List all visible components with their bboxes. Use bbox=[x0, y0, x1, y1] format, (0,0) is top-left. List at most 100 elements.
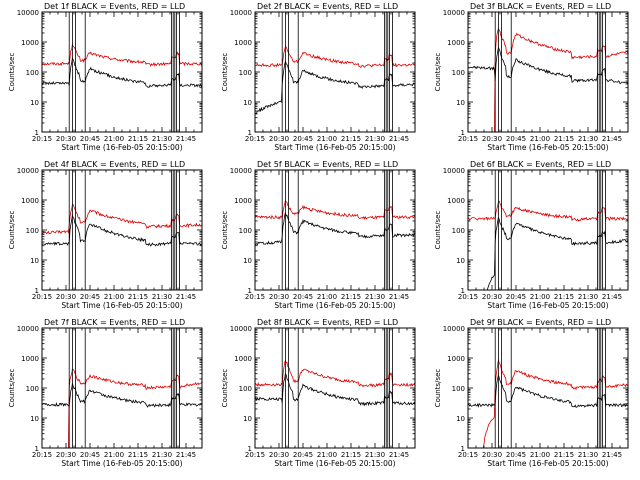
y-tick-label: 100 bbox=[452, 385, 465, 393]
y-tick-label: 1000 bbox=[21, 39, 39, 47]
y-tick-label: 1000 bbox=[21, 197, 39, 205]
chart-panel-3: 1 10 100 1000 10000 20:15 20:30 20:45 21:00 21:15… bbox=[434, 2, 629, 152]
x-tick-label: 21:45 bbox=[389, 135, 409, 143]
chart-panel-6: 1 10 100 1000 10000 20:15 20:30 20:45 21:00 21:15… bbox=[434, 160, 629, 310]
x-tick-label: 21:45 bbox=[176, 135, 196, 143]
y-tick-label: 1 bbox=[248, 287, 252, 295]
x-tick-label: 21:30 bbox=[578, 293, 598, 301]
x-tick-label: 21:15 bbox=[341, 451, 361, 459]
y-tick-label: 10 bbox=[30, 257, 39, 265]
y-tick-label: 1 bbox=[35, 129, 39, 137]
y-tick-label: 10 bbox=[243, 99, 252, 107]
y-tick-label: 100 bbox=[239, 385, 252, 393]
x-tick-label: 21:45 bbox=[602, 135, 622, 143]
y-tick-label: 10000 bbox=[443, 167, 465, 175]
panel-title: Det 6f BLACK = Events, RED = LLD bbox=[470, 160, 611, 169]
x-tick-label: 20:15 bbox=[32, 135, 52, 143]
y-tick-label: 1 bbox=[248, 445, 252, 453]
y-axis-label: Counts/sec bbox=[434, 369, 442, 408]
plot-frame bbox=[41, 327, 203, 449]
x-tick-label: 21:30 bbox=[578, 135, 598, 143]
x-tick-label: 20:15 bbox=[458, 135, 478, 143]
lld-series-line bbox=[254, 359, 416, 388]
x-tick-label: 21:15 bbox=[128, 293, 148, 301]
y-tick-label: 1 bbox=[35, 445, 39, 453]
lld-series-line bbox=[42, 368, 203, 449]
x-tick-label: 21:00 bbox=[530, 293, 550, 301]
chart-panel-9: 1 10 100 1000 10000 20:15 20:30 20:45 21:00 21:15… bbox=[434, 318, 629, 468]
y-tick-label: 100 bbox=[26, 69, 39, 77]
x-tick-label: 21:30 bbox=[365, 135, 385, 143]
x-tick-label: 20:45 bbox=[506, 451, 526, 459]
y-axis-label: Counts/sec bbox=[221, 369, 229, 408]
y-tick-label: 10000 bbox=[17, 9, 39, 17]
x-tick-label: 20:45 bbox=[293, 135, 313, 143]
x-tick-label: 21:30 bbox=[365, 293, 385, 301]
x-axis-label: Start Time (16-Feb-05 20:15:00) bbox=[487, 301, 608, 310]
panel-title: Det 5f BLACK = Events, RED = LLD bbox=[257, 160, 398, 169]
events-series-line bbox=[255, 372, 416, 407]
x-tick-label: 21:30 bbox=[152, 451, 172, 459]
x-axis-label: Start Time (16-Feb-05 20:15:00) bbox=[61, 143, 182, 152]
plot-frame bbox=[467, 327, 629, 449]
panel-title: Det 1f BLACK = Events, RED = LLD bbox=[44, 2, 185, 11]
x-tick-label: 21:15 bbox=[128, 135, 148, 143]
y-tick-label: 10000 bbox=[443, 9, 465, 17]
events-series-line bbox=[41, 56, 203, 88]
x-axis-label: Start Time (16-Feb-05 20:15:00) bbox=[487, 459, 608, 468]
y-tick-label: 1 bbox=[461, 129, 465, 137]
x-tick-label: 21:15 bbox=[554, 451, 574, 459]
panel-title: Det 2f BLACK = Events, RED = LLD bbox=[257, 2, 398, 11]
y-tick-label: 1000 bbox=[234, 355, 252, 363]
y-tick-label: 1000 bbox=[447, 39, 465, 47]
y-tick-label: 10 bbox=[243, 257, 252, 265]
y-tick-label: 10 bbox=[456, 415, 465, 423]
panel-title: Det 9f BLACK = Events, RED = LLD bbox=[470, 318, 611, 327]
lld-series-line bbox=[468, 359, 629, 449]
x-tick-label: 21:00 bbox=[317, 135, 337, 143]
x-tick-label: 20:15 bbox=[245, 451, 265, 459]
plot-frame bbox=[254, 327, 416, 449]
y-tick-label: 1000 bbox=[447, 197, 465, 205]
x-tick-label: 21:45 bbox=[176, 451, 196, 459]
x-tick-label: 21:15 bbox=[341, 135, 361, 143]
x-tick-label: 20:30 bbox=[482, 293, 502, 301]
x-tick-label: 20:45 bbox=[80, 451, 100, 459]
x-tick-label: 20:30 bbox=[56, 135, 76, 143]
y-axis-label: Counts/sec bbox=[434, 211, 442, 250]
x-tick-label: 20:15 bbox=[458, 293, 478, 301]
y-tick-label: 1 bbox=[461, 287, 465, 295]
y-tick-label: 10 bbox=[243, 415, 252, 423]
chart-panel-2: 1 10 100 1000 10000 20:15 20:30 20:45 21:00 21:15… bbox=[221, 2, 416, 152]
y-axis-label: Counts/sec bbox=[8, 369, 16, 408]
panel-title: Det 8f BLACK = Events, RED = LLD bbox=[257, 318, 398, 327]
y-tick-label: 10000 bbox=[230, 167, 252, 175]
x-axis-label: Start Time (16-Feb-05 20:15:00) bbox=[61, 459, 182, 468]
y-tick-label: 1000 bbox=[234, 39, 252, 47]
y-tick-label: 10000 bbox=[230, 325, 252, 333]
x-tick-label: 21:45 bbox=[389, 293, 409, 301]
plot-frame bbox=[254, 169, 416, 291]
y-tick-label: 10 bbox=[456, 99, 465, 107]
x-tick-label: 21:00 bbox=[317, 293, 337, 301]
y-tick-label: 1000 bbox=[21, 355, 39, 363]
x-tick-label: 20:45 bbox=[293, 451, 313, 459]
lld-series-line bbox=[467, 200, 629, 222]
x-tick-label: 20:45 bbox=[80, 293, 100, 301]
x-tick-label: 21:45 bbox=[389, 451, 409, 459]
y-axis-label: Counts/sec bbox=[221, 211, 229, 250]
x-tick-label: 21:45 bbox=[602, 293, 622, 301]
x-axis-label: Start Time (16-Feb-05 20:15:00) bbox=[274, 459, 395, 468]
x-tick-label: 21:45 bbox=[176, 293, 196, 301]
x-tick-label: 21:30 bbox=[152, 293, 172, 301]
x-tick-label: 20:30 bbox=[482, 451, 502, 459]
x-tick-label: 21:00 bbox=[104, 293, 124, 301]
events-series-line bbox=[41, 383, 203, 408]
x-tick-label: 21:30 bbox=[578, 451, 598, 459]
y-axis-label: Counts/sec bbox=[221, 53, 229, 92]
panel-title: Det 7f BLACK = Events, RED = LLD bbox=[44, 318, 185, 327]
x-tick-label: 21:15 bbox=[128, 451, 148, 459]
y-tick-label: 10 bbox=[30, 99, 39, 107]
x-tick-label: 20:30 bbox=[56, 451, 76, 459]
